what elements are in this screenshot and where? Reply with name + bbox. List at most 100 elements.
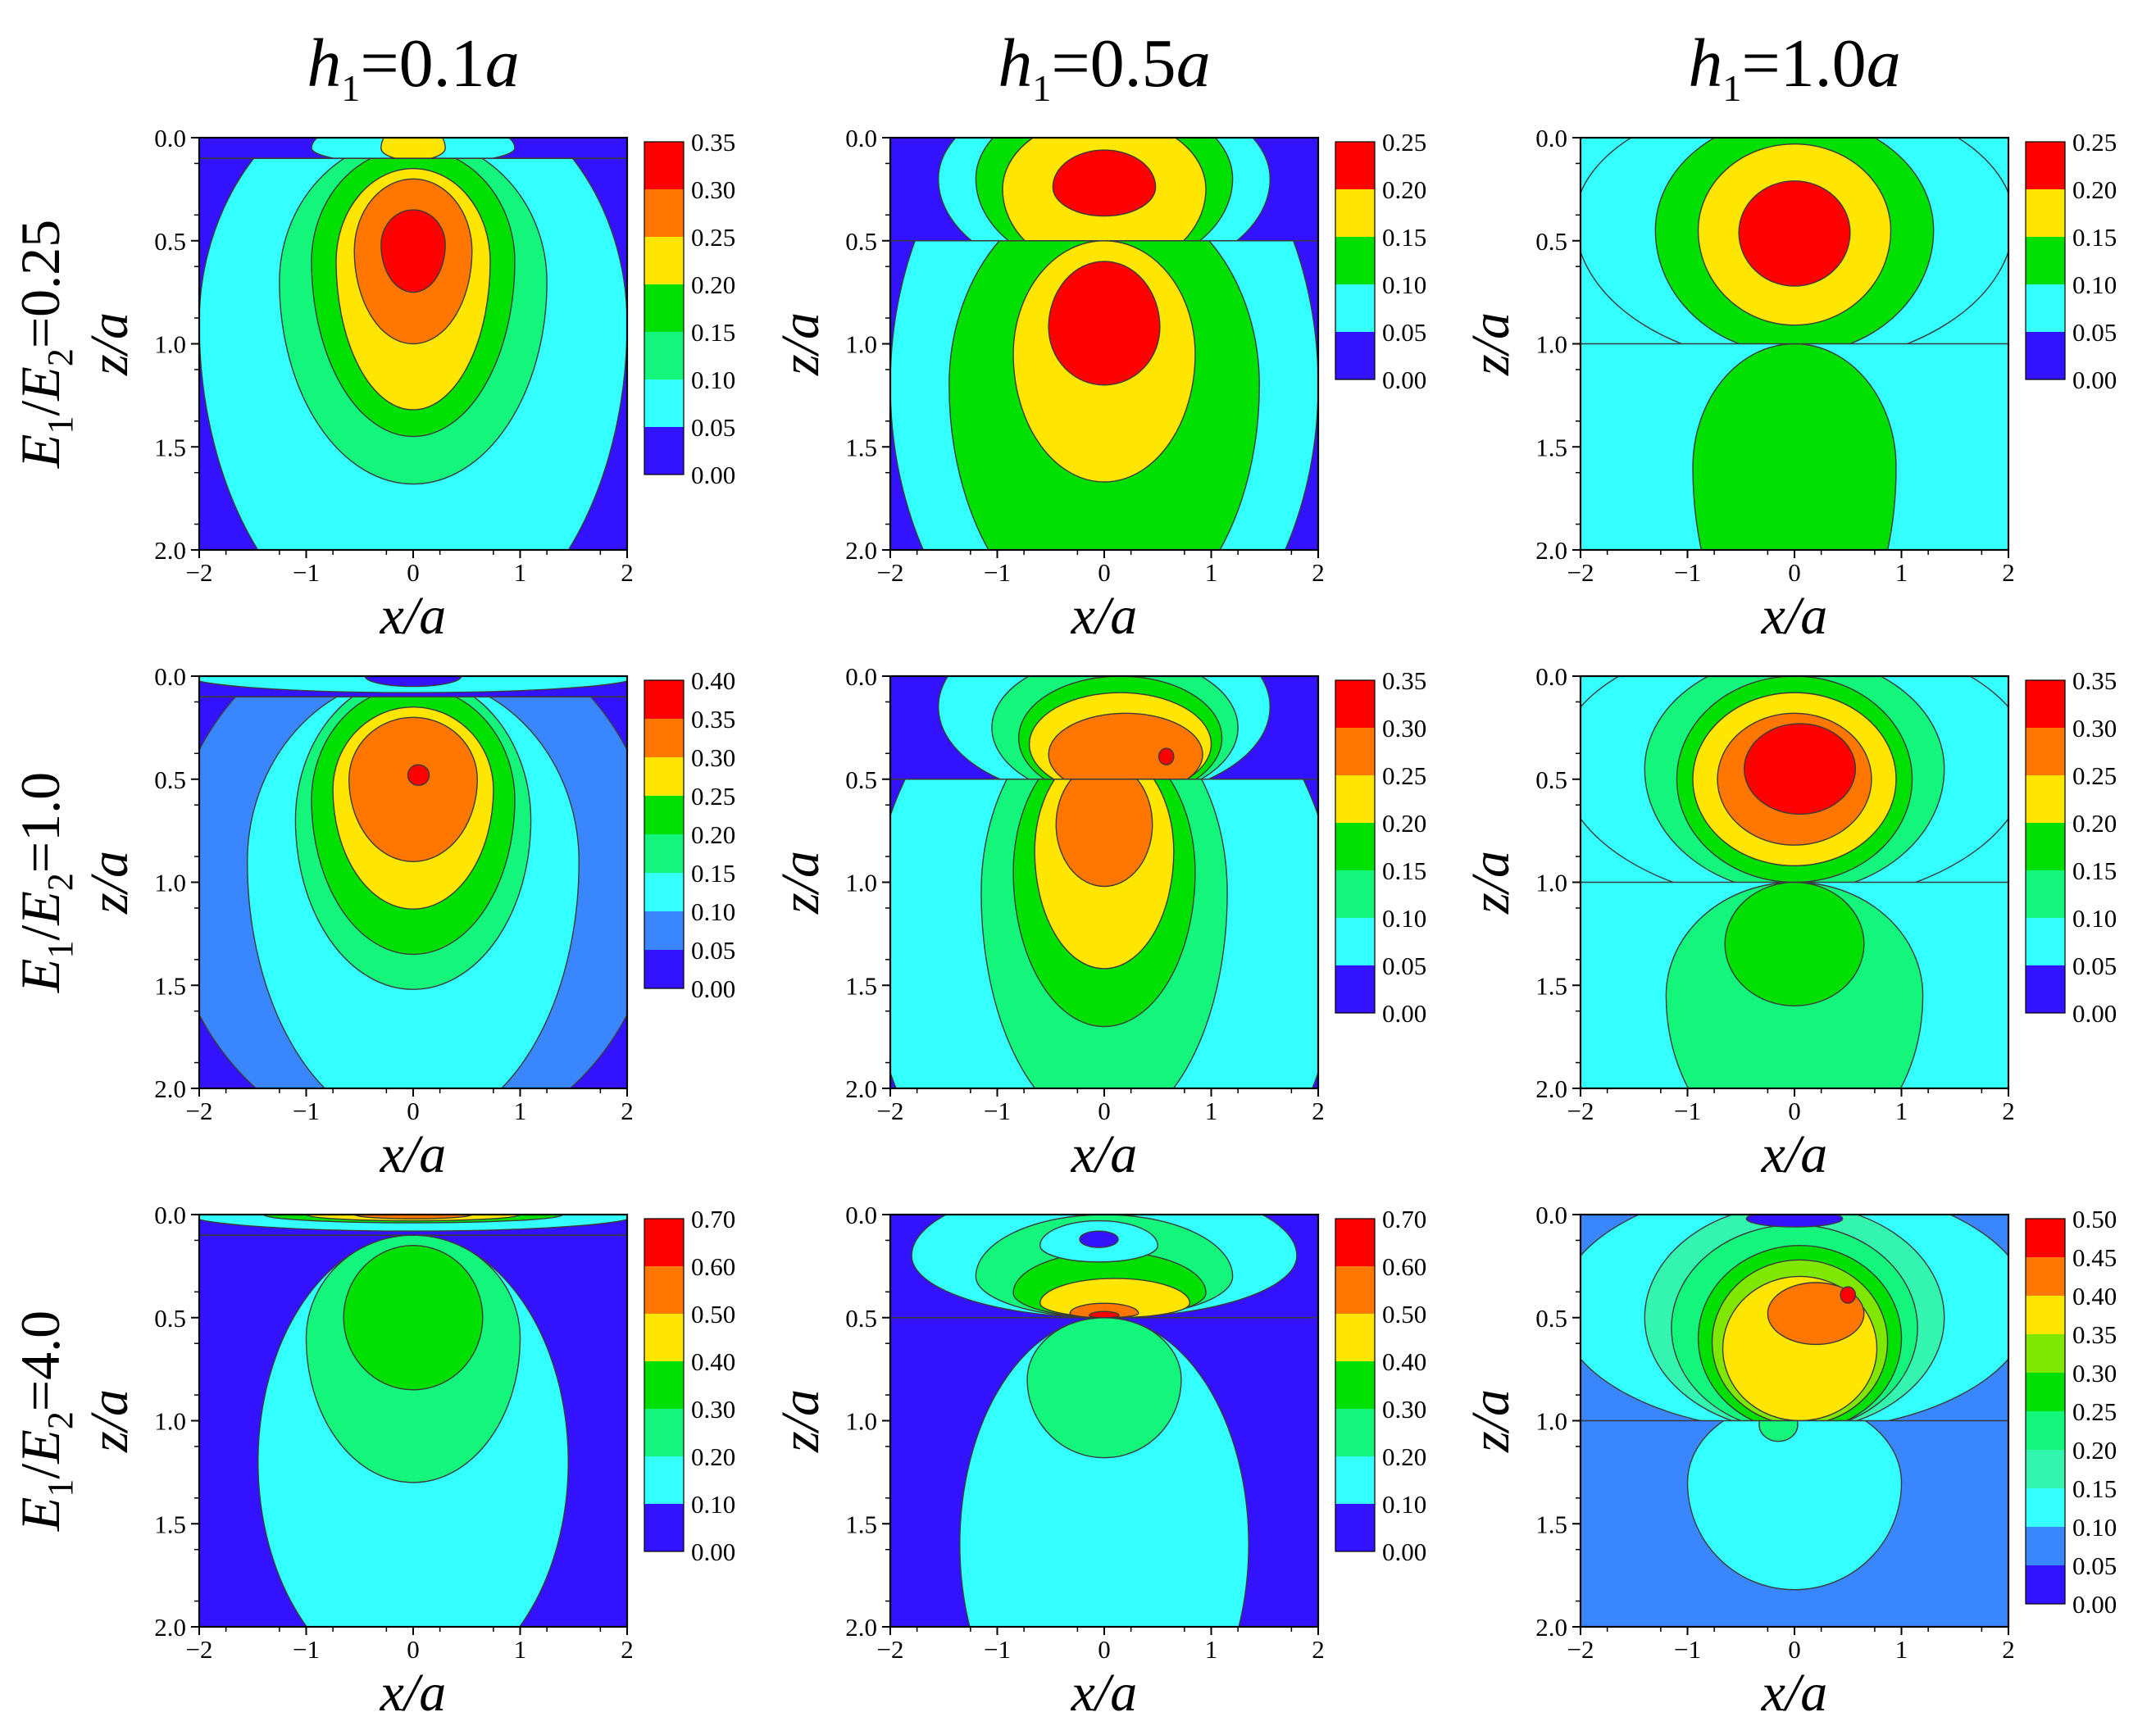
y-tick-label: 2.0 xyxy=(154,1613,186,1642)
colorbar-label: 0.20 xyxy=(2072,809,2117,838)
x-tick-label: 1 xyxy=(1205,558,1218,587)
x-tick-label: 1 xyxy=(514,1635,527,1664)
row-label: E1/E2=0.25 xyxy=(9,220,80,469)
y-tick-label: 2.0 xyxy=(154,1074,186,1103)
colorbar-swatch xyxy=(644,911,684,950)
colorbar-swatch xyxy=(2026,1334,2065,1373)
y-tick-label: 0.0 xyxy=(1535,662,1567,691)
colorbar-label: 0.00 xyxy=(2072,999,2117,1028)
x-tick-label: 0 xyxy=(407,1097,420,1125)
y-tick-label: 0.5 xyxy=(845,1304,877,1333)
contour-level xyxy=(353,1215,473,1219)
colorbar-swatch xyxy=(644,1456,684,1504)
x-tick-label: 0 xyxy=(1788,558,1801,587)
colorbar-swatch xyxy=(644,427,684,475)
y-tick-label: 0.5 xyxy=(845,227,877,256)
colorbar-label: 0.60 xyxy=(1382,1252,1426,1281)
contour-level xyxy=(1158,747,1175,765)
colorbar-label: 0.40 xyxy=(1382,1347,1426,1376)
colorbar-label: 0.00 xyxy=(691,461,735,489)
y-tick-label: 0.5 xyxy=(1535,765,1567,794)
y-tick-label: 2.0 xyxy=(154,536,186,565)
x-axis-label: x/a xyxy=(380,1124,447,1184)
contour-panel: −2 −1 0 1 2 0.0 0.5 1.0 1.5 2.0 x/a z/a 0.00 0.10 0.20… xyxy=(80,1201,735,1723)
y-tick-label: 1.5 xyxy=(1535,433,1567,461)
column-title: h1=1.0a xyxy=(1688,25,1900,109)
y-axis-label: z/a xyxy=(771,1389,830,1453)
colorbar-label: 0.10 xyxy=(691,366,735,394)
colorbar-label: 0.10 xyxy=(1382,904,1426,933)
colorbar-swatch xyxy=(2026,1527,2065,1565)
colorbar-swatch xyxy=(2026,1565,2065,1604)
x-axis-label: x/a xyxy=(1761,1663,1828,1723)
colorbar-label: 0.00 xyxy=(691,1537,735,1566)
colorbar-swatch xyxy=(1335,142,1375,189)
contour-panel: −2 −1 0 1 2 0.0 0.5 1.0 1.5 2.0 x/a z/a 0.00 0.10 0.20… xyxy=(771,1201,1426,1723)
row-label: E1/E2=4.0 xyxy=(9,1310,80,1532)
colorbar-swatch xyxy=(2026,237,2065,284)
colorbar-label: 0.00 xyxy=(1382,366,1426,394)
colorbar-label: 0.05 xyxy=(2072,1551,2117,1580)
y-tick-label: 1.5 xyxy=(154,1510,186,1538)
colorbar-swatch xyxy=(2026,728,2065,775)
x-axis-label: x/a xyxy=(1071,1124,1138,1184)
colorbar-label: 0.20 xyxy=(691,270,735,299)
colorbar-label: 0.00 xyxy=(1382,999,1426,1028)
colorbar-label: 0.05 xyxy=(2072,318,2117,347)
colorbar-swatch xyxy=(2026,1296,2065,1334)
row-sub-2: 2 xyxy=(40,348,80,366)
y-tick-label: 1.0 xyxy=(1535,869,1567,897)
colorbar-label: 0.30 xyxy=(691,743,735,772)
y-tick-label: 0.5 xyxy=(845,765,877,794)
x-tick-label: −2 xyxy=(877,1097,904,1125)
colorbar-label: 0.30 xyxy=(2072,1359,2117,1388)
colorbar-swatch xyxy=(1335,965,1375,1013)
y-tick-label: 0.5 xyxy=(154,765,186,794)
contour-panel: −2 −1 0 1 2 0.0 0.5 1.0 1.5 2.0 x/a z/a 0.00 0.05 0.10… xyxy=(1461,662,2117,1184)
x-tick-label: −2 xyxy=(1567,1635,1594,1664)
y-tick-label: 0.0 xyxy=(845,1201,877,1229)
x-tick-label: 1 xyxy=(514,558,527,587)
colorbar-swatch xyxy=(644,284,684,332)
colorbar-swatch xyxy=(644,719,684,757)
colorbar-swatch xyxy=(2026,870,2065,918)
colorbar-swatch xyxy=(2026,965,2065,1013)
colorbar-swatch xyxy=(1335,870,1375,918)
column-titles: h1=0.1a h1=0.5a h1=1.0a xyxy=(307,25,1900,109)
y-tick-label: 0.5 xyxy=(1535,1304,1567,1333)
colorbar-label: 0.30 xyxy=(1382,1395,1426,1424)
contour-level xyxy=(1738,180,1851,287)
row-value: =0.25 xyxy=(9,220,71,348)
colorbar-label: 0.15 xyxy=(1382,856,1426,885)
colorbar-swatch xyxy=(1335,1409,1375,1456)
contour-panel: −2 −1 0 1 2 0.0 0.5 1.0 1.5 2.0 x/a z/a 0.00 0.05 0.10… xyxy=(1461,124,2117,646)
colorbar-swatch xyxy=(644,757,684,796)
colorbar-label: 0.35 xyxy=(1382,666,1426,695)
colorbar-label: 0.00 xyxy=(2072,366,2117,394)
row-var-1: E xyxy=(9,434,71,470)
contour-panel: −2 −1 0 1 2 0.0 0.5 1.0 1.5 2.0 x/a z/a 0.00 0.05 0.10… xyxy=(771,124,1426,646)
colorbar-label: 0.15 xyxy=(1382,223,1426,252)
x-tick-label: −1 xyxy=(1674,1635,1701,1664)
title-var: h xyxy=(998,25,1032,102)
colorbar-label: 0.10 xyxy=(1382,1490,1426,1519)
contour-panel: −2 −1 0 1 2 0.0 0.5 1.0 1.5 2.0 x/a z/a 0.00 0.05 0.10… xyxy=(80,662,735,1184)
colorbar-label: 0.10 xyxy=(691,1490,735,1519)
x-tick-label: 0 xyxy=(1788,1635,1801,1664)
row-var-2: E xyxy=(9,1429,71,1465)
title-value: =0.1 xyxy=(360,25,484,102)
colorbar-swatch xyxy=(644,237,684,284)
row-sub-1: 1 xyxy=(40,941,80,959)
x-axis-label: x/a xyxy=(1761,1124,1828,1184)
y-tick-label: 1.0 xyxy=(1535,1407,1567,1436)
y-axis-label: z/a xyxy=(80,312,139,376)
y-tick-label: 2.0 xyxy=(845,1074,877,1103)
colorbar-swatch xyxy=(2026,189,2065,237)
x-axis-label: x/a xyxy=(1071,1663,1138,1723)
x-tick-label: −1 xyxy=(293,558,320,587)
y-tick-label: 1.5 xyxy=(154,971,186,1000)
row-sub-1: 1 xyxy=(40,416,80,434)
y-tick-label: 1.0 xyxy=(154,330,186,359)
contour-level xyxy=(407,764,430,786)
